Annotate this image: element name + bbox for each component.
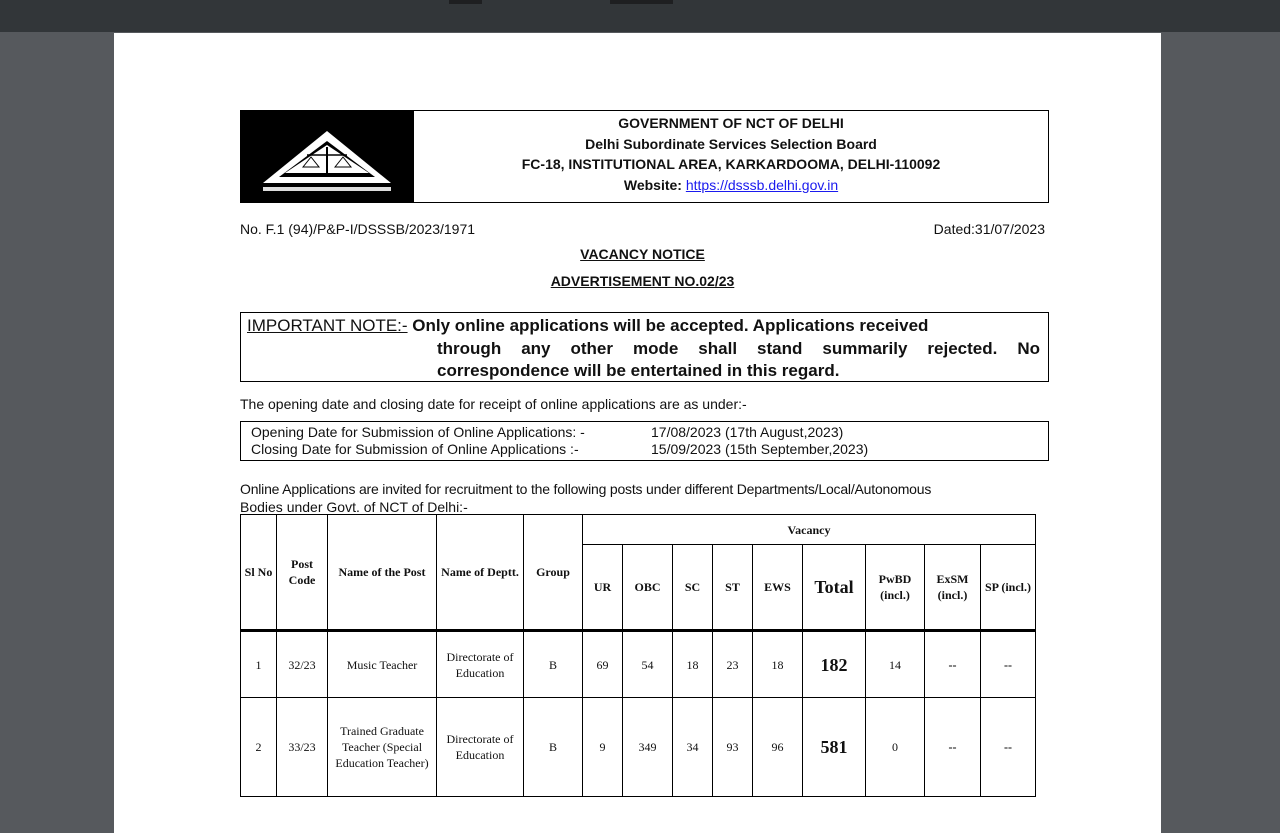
intro-text: Bodies under Govt. of NCT of Delhi:- bbox=[240, 499, 468, 515]
page-title: VACANCY NOTICE bbox=[580, 246, 705, 262]
table-row: 2 33/23 Trained Graduate Teacher (Specia… bbox=[240, 697, 1036, 797]
closing-date-label: Closing Date for Submission of Online Ap… bbox=[251, 441, 579, 457]
pdf-page: GOVERNMENT OF NCT OF DELHI Delhi Subordi… bbox=[114, 33, 1161, 833]
cell-ur: 69 bbox=[582, 630, 623, 698]
note-line: correspondence will be entertained in th… bbox=[437, 361, 840, 380]
header-line-3: FC-18, INSTITUTIONAL AREA, KARKARDOOMA, … bbox=[521, 156, 941, 172]
header-department: Name of Deptt. bbox=[436, 514, 524, 631]
opening-date-value: 17/08/2023 (17th August,2023) bbox=[651, 424, 844, 440]
closing-date-value: 15/09/2023 (15th September,2023) bbox=[651, 441, 869, 457]
advertisement-number: ADVERTISEMENT NO.02/23 bbox=[550, 273, 735, 289]
cell-exsm: -- bbox=[924, 630, 981, 698]
dates-intro: The opening date and closing date for re… bbox=[240, 396, 747, 412]
cell-ews: 96 bbox=[752, 697, 803, 797]
note-line: through any other mode shall stand summa… bbox=[437, 338, 1040, 358]
cell-post: Trained Graduate Teacher (Special Educat… bbox=[327, 697, 437, 797]
website-link[interactable]: https://dsssb.delhi.gov.in bbox=[685, 176, 839, 193]
header-line-1: GOVERNMENT OF NCT OF DELHI bbox=[618, 115, 844, 131]
cell-st: 93 bbox=[712, 697, 753, 797]
cell-obc: 54 bbox=[622, 630, 673, 698]
cell-dept: Directorate of Education bbox=[436, 630, 524, 698]
cell-sc: 34 bbox=[672, 697, 713, 797]
website-label: Website: bbox=[623, 176, 682, 193]
cell-pwbd: 14 bbox=[865, 630, 925, 698]
cell-sp: -- bbox=[980, 630, 1036, 698]
header-ews: EWS bbox=[752, 544, 803, 631]
intro-text: Online Applications are invited for recr… bbox=[240, 481, 932, 497]
header-ur: UR bbox=[582, 544, 623, 631]
header-sp: SP (incl.) bbox=[980, 544, 1036, 631]
header-sl-no: Sl No bbox=[240, 514, 277, 631]
important-note: IMPORTANT NOTE:- Only online application… bbox=[240, 312, 1049, 382]
header-sc: SC bbox=[672, 544, 713, 631]
cell-code: 33/23 bbox=[276, 697, 328, 797]
header-obc: OBC bbox=[622, 544, 673, 631]
cell-exsm: -- bbox=[924, 697, 981, 797]
header-total: Total bbox=[802, 544, 866, 631]
dsssb-logo bbox=[241, 111, 414, 202]
cell-obc: 349 bbox=[622, 697, 673, 797]
header-st: ST bbox=[712, 544, 753, 631]
table-row: 1 32/23 Music Teacher Directorate of Edu… bbox=[240, 630, 1036, 698]
note-label: IMPORTANT NOTE:- bbox=[247, 316, 408, 335]
cell-st: 23 bbox=[712, 630, 753, 698]
header-pwbd: PwBD (incl.) bbox=[865, 544, 925, 631]
opening-date-label: Opening Date for Submission of Online Ap… bbox=[251, 424, 585, 440]
note-line: Only online applications will be accepte… bbox=[412, 316, 929, 335]
cell-post: Music Teacher bbox=[327, 630, 437, 698]
header-line-2: Delhi Subordinate Services Selection Boa… bbox=[585, 135, 877, 152]
header-vacancy: Vacancy bbox=[582, 514, 1036, 545]
cell-ur: 9 bbox=[582, 697, 623, 797]
toolbar-control[interactable] bbox=[449, 0, 482, 4]
letterhead: GOVERNMENT OF NCT OF DELHI Delhi Subordi… bbox=[240, 110, 1049, 203]
header-exsm: ExSM (incl.) bbox=[924, 544, 981, 631]
cell-sp: -- bbox=[980, 697, 1036, 797]
cell-ews: 18 bbox=[752, 630, 803, 698]
dates-box: Opening Date for Submission of Online Ap… bbox=[240, 421, 1049, 461]
cell-pwbd: 0 bbox=[865, 697, 925, 797]
cell-sl: 1 bbox=[240, 630, 277, 698]
reference-number: No. F.1 (94)/P&P-I/DSSSB/2023/1971 bbox=[240, 221, 476, 237]
toolbar-control[interactable] bbox=[610, 0, 673, 4]
cell-sl: 2 bbox=[240, 697, 277, 797]
dated: Dated:31/07/2023 bbox=[933, 221, 1045, 237]
header-post-code: Post Code bbox=[276, 514, 328, 631]
cell-total: 581 bbox=[802, 697, 866, 797]
cell-group: B bbox=[523, 697, 583, 797]
cell-total: 182 bbox=[802, 630, 866, 698]
header-post-name: Name of the Post bbox=[327, 514, 437, 631]
cell-group: B bbox=[523, 630, 583, 698]
pdf-viewer-toolbar bbox=[0, 0, 1280, 32]
cell-sc: 18 bbox=[672, 630, 713, 698]
cell-code: 32/23 bbox=[276, 630, 328, 698]
cell-dept: Directorate of Education bbox=[436, 697, 524, 797]
header-group: Group bbox=[523, 514, 583, 631]
vacancy-table: Sl No Post Code Name of the Post Name of… bbox=[240, 514, 1036, 797]
